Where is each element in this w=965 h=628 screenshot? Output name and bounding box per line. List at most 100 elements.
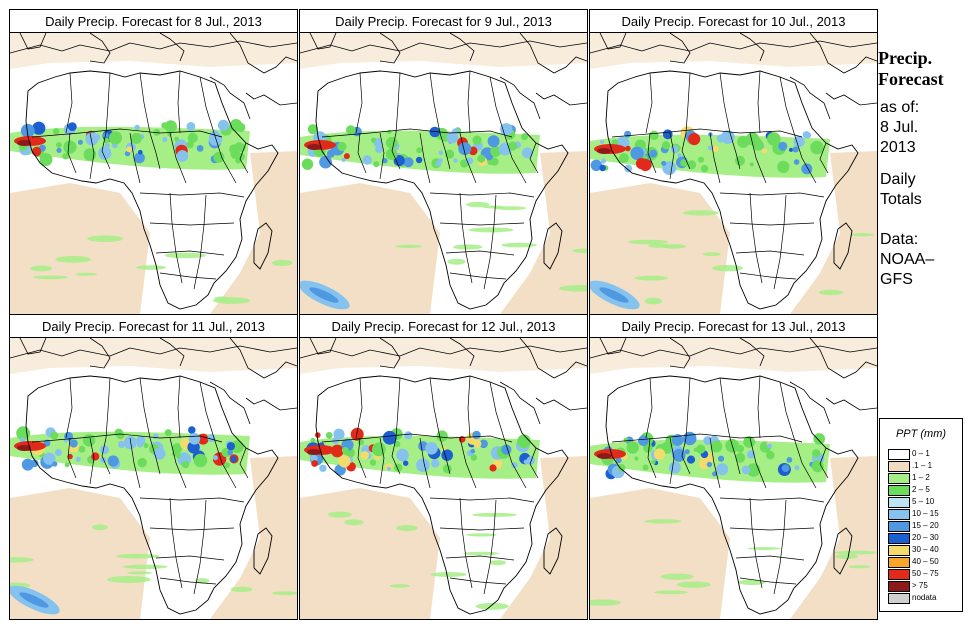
precip-cell <box>638 435 649 446</box>
precip-cell <box>341 446 349 454</box>
ocean-rain-streak <box>116 553 160 559</box>
precip-cell <box>415 156 423 164</box>
precip-cell <box>793 159 800 165</box>
country-border <box>101 132 111 170</box>
precip-cell <box>188 433 201 445</box>
country-border <box>105 72 111 134</box>
precip-cell <box>126 146 133 153</box>
dry-ocean-area <box>10 488 150 619</box>
storm-system <box>19 592 49 608</box>
country-border <box>155 555 225 561</box>
asof-label: as of: <box>880 99 920 116</box>
map-canvas <box>590 338 877 619</box>
ocean-rain-streak <box>453 244 483 250</box>
dry-ocean-area <box>210 151 297 314</box>
precip-cell <box>425 442 438 455</box>
country-border <box>101 437 111 475</box>
country-border <box>429 497 535 503</box>
precip-cell <box>319 155 332 169</box>
precip-cell <box>600 140 604 144</box>
country-border <box>773 499 787 595</box>
precip-cell <box>737 135 750 148</box>
legend-label: > 75 <box>912 581 928 590</box>
country-border <box>729 437 741 475</box>
precip-cell <box>67 453 73 460</box>
coastline <box>10 345 297 359</box>
precip-cell <box>83 148 97 161</box>
coastline <box>809 33 877 74</box>
precip-cell <box>369 459 377 466</box>
precip-cell <box>526 456 535 465</box>
precip-cell <box>187 132 198 143</box>
country-border <box>199 381 215 439</box>
precip-cell <box>31 146 42 157</box>
precip-cell <box>615 457 622 464</box>
country-border <box>611 128 803 138</box>
precip-cell <box>78 445 86 453</box>
country-border <box>321 433 513 443</box>
ocean-rain-streak <box>501 242 537 248</box>
heavy-rain-cell <box>17 445 31 451</box>
precip-cell <box>134 124 140 131</box>
precip-cell <box>501 444 512 455</box>
precip-cell <box>741 465 751 475</box>
precip-cell <box>52 461 58 467</box>
legend-entry: 1 – 2 <box>888 473 958 484</box>
country-border <box>681 132 691 170</box>
precip-cell <box>32 121 46 135</box>
precip-cell <box>230 149 241 159</box>
precip-cell <box>227 449 233 456</box>
ocean-rain-streak <box>230 586 253 592</box>
precip-cell <box>624 130 632 138</box>
country-border <box>709 437 721 489</box>
legend-swatch <box>888 545 910 556</box>
precip-cell <box>487 155 493 161</box>
ocean-rain-streak <box>55 256 92 263</box>
legend-entry: .1 – 1 <box>888 461 958 472</box>
precip-cell <box>812 449 821 458</box>
country-border <box>239 447 249 479</box>
country-border <box>685 377 691 439</box>
country-border <box>31 128 223 138</box>
precip-cell <box>599 164 606 172</box>
precip-cell <box>786 457 793 463</box>
country-border <box>719 377 731 439</box>
precip-cell <box>707 145 713 151</box>
precip-cell <box>387 129 392 135</box>
map-canvas <box>300 33 587 314</box>
precip-cell <box>813 433 825 445</box>
country-border <box>749 497 763 589</box>
country-border <box>735 555 805 561</box>
precip-cell <box>600 158 606 164</box>
ocean-rain-streak <box>489 560 506 566</box>
ocean-rain-streak <box>271 259 293 266</box>
country-border <box>529 142 539 174</box>
sahara-area <box>30 376 230 434</box>
country-border <box>159 272 217 280</box>
dry-ocean-area <box>590 488 730 619</box>
country-border <box>391 437 401 475</box>
ocean-rain-streak <box>328 511 352 518</box>
ocean-rain-streak <box>644 519 682 524</box>
ocean-rain-streak <box>834 550 877 555</box>
ocean-rain-streak <box>32 275 69 280</box>
coastline <box>89 33 111 64</box>
legend-entry: nodata <box>888 593 958 604</box>
legend-swatch <box>888 521 910 532</box>
legend-swatch <box>888 449 910 460</box>
map-canvas <box>10 338 297 619</box>
ocean-rain-streak <box>447 258 466 265</box>
precip-cell <box>20 123 35 138</box>
country-border <box>213 437 237 489</box>
legend-label: 10 – 15 <box>912 509 939 518</box>
precip-cell <box>134 152 145 164</box>
storm-system <box>599 287 629 303</box>
precip-cell <box>625 145 631 152</box>
legend-swatch <box>888 473 910 484</box>
sahara-area <box>610 71 810 129</box>
ocean-rain-streak <box>87 235 124 242</box>
country-border <box>647 437 657 479</box>
dry-ocean-area <box>300 488 440 619</box>
precip-cell <box>680 159 688 167</box>
coastline <box>789 381 831 425</box>
